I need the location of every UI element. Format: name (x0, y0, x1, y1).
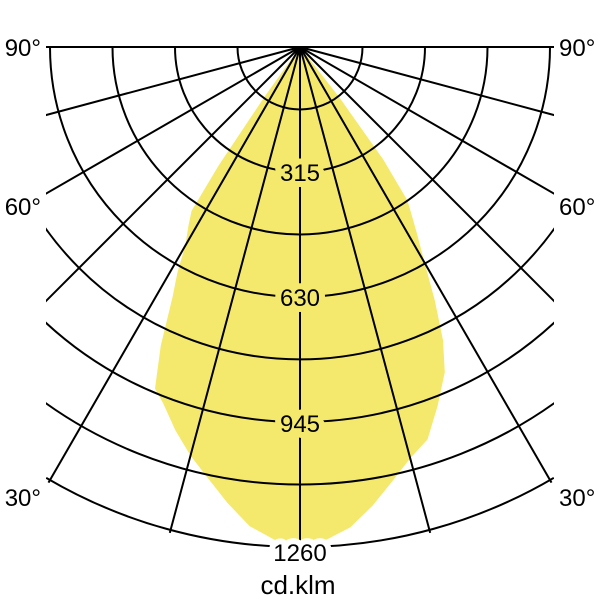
spoke-line (168, 46, 301, 534)
spoke-line (46, 46, 301, 195)
source-point-marker (294, 46, 306, 54)
angle-label-left-60: 60° (5, 194, 41, 221)
unit-label: cd.klm (260, 570, 335, 600)
spoke-line (46, 46, 301, 117)
angle-label-right-30: 30° (559, 485, 595, 512)
ring-value-labels: 315 630 945 1260 (267, 154, 332, 573)
spoke-line (47, 46, 301, 484)
spoke-line (299, 46, 432, 534)
spoke-line (46, 46, 301, 303)
angle-labels: 90° 60° 30° 90° 60° 30° (5, 35, 596, 512)
spoke-line (299, 46, 554, 303)
ring-label-945: 945 (280, 411, 320, 438)
angle-label-left-30: 30° (5, 485, 41, 512)
ring-label-1260: 1260 (273, 540, 326, 567)
ring-label-315: 315 (280, 160, 320, 187)
angle-label-left-90: 90° (5, 35, 41, 62)
angle-label-right-90: 90° (559, 35, 595, 62)
ring-label-630: 630 (280, 285, 320, 312)
polar-grid (46, 46, 554, 550)
spoke-line (299, 46, 553, 484)
spoke-line (299, 46, 554, 117)
spoke-line (299, 46, 554, 195)
angle-label-right-60: 60° (559, 194, 595, 221)
